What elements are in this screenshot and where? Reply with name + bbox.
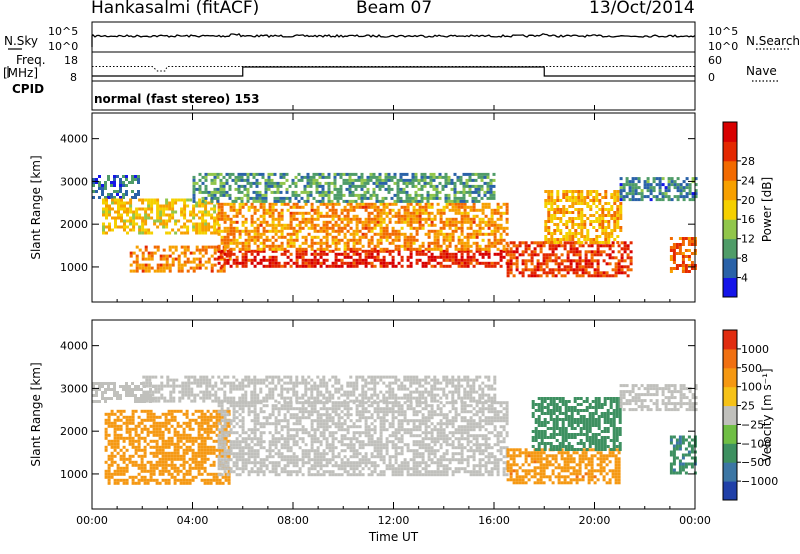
velocity-colorbar-frame: [722, 329, 738, 501]
velocity-colorbar-swatch: [723, 348, 737, 369]
power-colorbar-tick-label: 28: [741, 155, 755, 168]
power-colorbar-tick-label: 8: [741, 252, 748, 265]
power-colorbar-tick-label: 4: [741, 272, 748, 285]
power-colorbar-swatch: [723, 277, 737, 298]
freq-tick-bottom: 8: [70, 71, 77, 84]
y-tick-label: 4000: [60, 133, 88, 146]
date-label: 13/Oct/2014: [589, 0, 695, 18]
x-tick-label: 00:00: [76, 514, 108, 527]
nsky-trace: [91, 32, 696, 47]
velocity-colorbar-label: Velocity [m s⁻¹]: [760, 368, 774, 461]
freq-label: Freq.: [16, 53, 46, 67]
velocity-colorbar-tick-label: 100: [741, 381, 762, 394]
velocity-colorbar-swatch: [723, 386, 737, 407]
velocity-colorbar-swatch: [723, 462, 737, 482]
velocity-echo-region: [619, 384, 698, 412]
velocity-echoes: [92, 375, 698, 485]
y-tick-label: 2000: [60, 218, 88, 231]
power-colorbar-swatch: [723, 219, 737, 240]
velocity-echo-region: [669, 435, 697, 475]
power-colorbar-swatch: [723, 180, 737, 201]
velocity-colorbar-tick-label: 1000: [741, 343, 769, 356]
power-echo-region: [506, 241, 633, 278]
y-tick-label: 1000: [60, 468, 88, 481]
nave-tick-top: 60: [708, 54, 722, 67]
x-tick-label: 00:00: [679, 514, 711, 527]
x-tick-label: 20:00: [579, 514, 611, 527]
y-tick-label: 1000: [60, 261, 88, 274]
velocity-colorbar-tick-label: −25: [741, 418, 764, 431]
power-echo-region: [217, 249, 509, 268]
power-colorbar-tick-label: 24: [741, 174, 755, 187]
cpid-text: normal (fast stereo) 153: [94, 92, 260, 106]
velocity-colorbar-tick-label: −500: [741, 456, 771, 469]
velocity-echo-region: [506, 448, 621, 485]
station-title: Hankasalmi (fitACF): [91, 0, 260, 18]
power-echoes: [92, 172, 698, 278]
power-echo-region: [669, 237, 697, 273]
power-echo-region: [129, 245, 232, 273]
power-colorbar-swatch: [723, 160, 737, 181]
nsearch-label: N.Search: [746, 34, 800, 48]
power-colorbar: [722, 121, 741, 298]
nsky-tick-bottom: 10^0: [48, 40, 79, 53]
nsky-tick-top: 10^5: [48, 25, 79, 38]
velocity-echo-region: [142, 375, 497, 403]
x-tick-label: 04:00: [177, 514, 209, 527]
y-axis-label: Slant Range [km]: [29, 155, 43, 259]
velocity-colorbar: [722, 329, 741, 501]
x-tick-label: 08:00: [277, 514, 309, 527]
velocity-colorbar-tick-label: 25: [741, 400, 755, 413]
x-axis-label: Time UT: [368, 530, 419, 544]
nave-trace: [92, 66, 695, 72]
velocity-colorbar-tick-label: 500: [741, 362, 762, 375]
power-colorbar-tick-label: 12: [741, 233, 755, 246]
velocity-colorbar-swatch: [723, 330, 737, 350]
velocity-echo-region: [104, 409, 231, 485]
nsearch-tick-bottom: 10^0: [708, 40, 739, 53]
nsearch-tick-top: 10^5: [708, 25, 739, 38]
power-colorbar-tick-label: 20: [741, 194, 755, 207]
velocity-echo-region: [217, 401, 509, 477]
beam-label: Beam 07: [356, 0, 433, 18]
y-tick-label: 3000: [60, 175, 88, 188]
nsky-label: N.Sky: [4, 34, 39, 48]
nave-label: Nave: [746, 64, 777, 78]
power-echo-region: [544, 190, 623, 244]
velocity-colorbar-swatch: [723, 367, 737, 388]
power-echo-region: [92, 175, 140, 199]
velocity-colorbar-swatch: [723, 424, 737, 444]
nave-tick-bottom: 0: [708, 71, 715, 84]
power-echo-region: [192, 172, 496, 203]
freq-trace: [92, 66, 695, 77]
power-colorbar-tick-label: 16: [741, 213, 755, 226]
y-tick-label: 2000: [60, 425, 88, 438]
x-tick-label: 16:00: [478, 514, 510, 527]
y-tick-label: 3000: [60, 382, 88, 395]
freq-tick-top: 18: [64, 54, 78, 67]
power-echo-region: [217, 202, 509, 251]
power-echo-region: [619, 177, 698, 202]
velocity-colorbar-swatch: [723, 481, 737, 501]
velocity-echo-region: [531, 397, 622, 451]
x-tick-label: 12:00: [378, 514, 410, 527]
velocity-colorbar-swatch: [723, 405, 737, 425]
power-echo-region: [102, 198, 220, 235]
power-colorbar-swatch: [723, 258, 737, 278]
velocity-colorbar-tick-label: −100: [741, 437, 771, 450]
power-colorbar-swatch: [723, 238, 737, 259]
y-tick-label: 4000: [60, 340, 88, 353]
power-colorbar-swatch: [723, 122, 737, 142]
power-colorbar-swatch: [723, 141, 737, 162]
cpid-label: CPID: [12, 82, 45, 96]
y-axis-label: Slant Range [km]: [29, 362, 43, 466]
power-colorbar-frame: [722, 121, 738, 298]
power-colorbar-label: Power [dB]: [760, 177, 774, 242]
freq-unit-label: [MHz]: [3, 66, 39, 80]
velocity-colorbar-tick-label: −1000: [741, 475, 778, 488]
power-colorbar-swatch: [723, 199, 737, 220]
velocity-colorbar-swatch: [723, 443, 737, 463]
